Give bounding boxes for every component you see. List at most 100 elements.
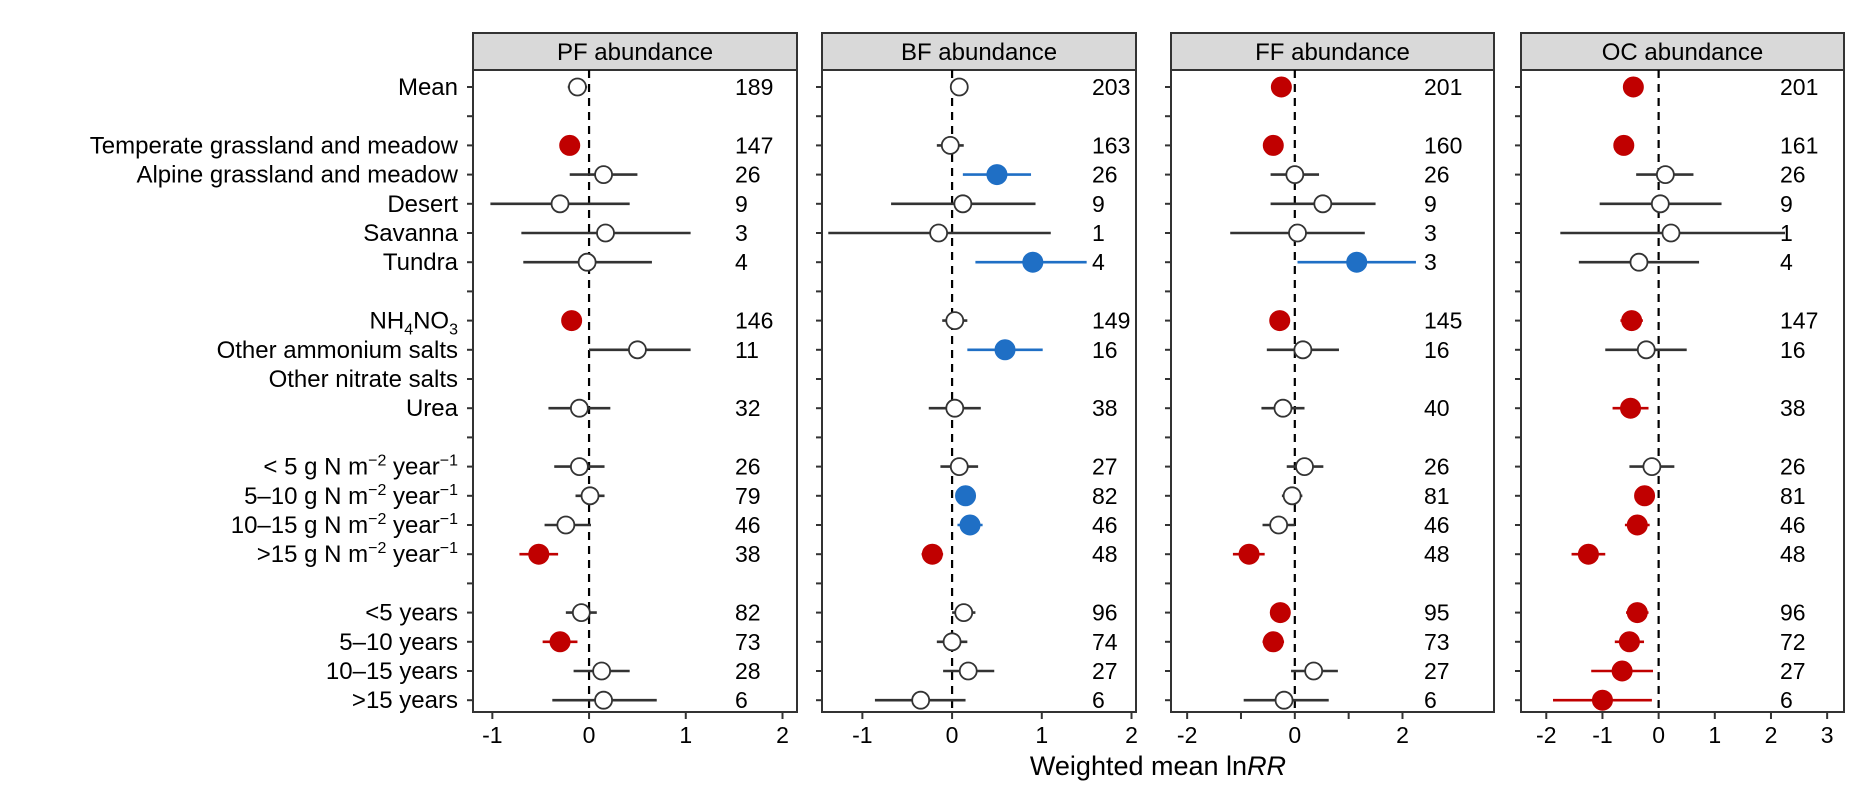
row-label-r_10_15: 10–15 g N m−2 year−1	[231, 511, 458, 539]
estimate-point	[559, 134, 581, 156]
row-label-part: year	[386, 512, 439, 539]
panel-strip	[821, 32, 1137, 71]
sample-size-label: 9	[1424, 191, 1437, 217]
sample-size-label: 6	[735, 687, 748, 713]
sample-size-label: 26	[735, 454, 761, 480]
row-label-part: year	[386, 483, 439, 510]
row-label-desert: Desert	[387, 191, 458, 218]
x-tick-label: 0	[583, 722, 596, 748]
estimate-point	[1270, 76, 1292, 98]
panel-frame	[472, 69, 798, 713]
x-tick-label: 2	[1125, 722, 1138, 748]
estimate-point	[1269, 602, 1291, 624]
sample-size-label: 26	[1424, 162, 1450, 188]
sample-size-label: 95	[1424, 600, 1450, 626]
estimate-point	[1650, 194, 1670, 214]
x-axis-title-text: Weighted mean ln	[1030, 751, 1247, 781]
x-tick-label: -2	[1536, 722, 1556, 748]
panel-title: OC abundance	[1602, 39, 1763, 66]
row-label-d_5_10: 5–10 years	[339, 629, 458, 656]
panel-frame	[821, 69, 1137, 713]
estimate-point	[945, 398, 965, 418]
sample-size-label: 16	[1424, 337, 1450, 363]
estimate-point	[1022, 251, 1044, 273]
row-label-r_gt15: >15 g N m−2 year−1	[257, 540, 458, 568]
estimate-point	[1295, 457, 1314, 477]
row-label-part: NO	[413, 308, 449, 335]
sample-size-label: 28	[735, 658, 761, 684]
row-label-part: −2	[368, 482, 386, 499]
row-label-part: −2	[368, 453, 386, 470]
sample-size-label: 9	[1780, 191, 1793, 217]
estimate-point	[1591, 689, 1613, 711]
estimate-point	[940, 135, 960, 155]
estimate-point	[1269, 310, 1291, 332]
estimate-point	[1262, 134, 1284, 156]
sample-size-label: 46	[1424, 512, 1450, 538]
row-label-part: −1	[440, 453, 458, 470]
sample-size-label: 81	[1780, 483, 1806, 509]
estimate-point	[949, 77, 969, 97]
row-label-part: year	[386, 541, 439, 568]
x-axis-title: Weighted mean lnRR	[1030, 751, 1286, 781]
sample-size-label: 38	[1092, 395, 1118, 421]
estimate-point	[1642, 457, 1662, 477]
estimate-point	[1611, 660, 1633, 682]
panel-strip	[1170, 32, 1495, 71]
estimate-point	[949, 457, 969, 477]
x-tick-label: 2	[1765, 722, 1778, 748]
row-label-part: 10–15 g N m	[231, 512, 368, 539]
x-tick-label: 1	[1035, 722, 1048, 748]
sample-size-label: 27	[1780, 658, 1806, 684]
estimate-point	[945, 311, 965, 331]
sample-size-label: 6	[1424, 687, 1437, 713]
estimate-point	[1304, 661, 1324, 681]
estimate-point	[986, 164, 1008, 186]
row-label-r_5_10: 5–10 g N m−2 year−1	[244, 482, 458, 510]
estimate-point	[1577, 543, 1599, 565]
estimate-point	[954, 603, 974, 622]
x-tick-label: -1	[852, 722, 872, 748]
x-tick-label: -1	[1592, 722, 1612, 748]
estimate-point	[594, 165, 613, 185]
panel-frame	[1170, 69, 1495, 713]
row-label-d_lt5: <5 years	[365, 600, 458, 627]
sample-size-label: 27	[1092, 454, 1118, 480]
estimate-point	[1626, 602, 1648, 624]
estimate-point	[1634, 485, 1656, 507]
estimate-point	[929, 223, 949, 243]
estimate-point	[1621, 310, 1643, 332]
sample-size-label: 160	[1424, 132, 1462, 158]
row-label-part: 5–10 g N m	[244, 483, 368, 510]
row-label-savanna: Savanna	[363, 220, 458, 247]
estimate-point	[921, 543, 943, 565]
estimate-point	[577, 252, 597, 272]
sample-size-label: 27	[1424, 658, 1450, 684]
estimate-point	[1636, 340, 1656, 360]
row-label-d_gt15: >15 years	[352, 687, 458, 714]
estimate-point	[1661, 223, 1681, 243]
estimate-point	[1629, 252, 1649, 272]
estimate-point	[571, 603, 591, 622]
estimate-point	[549, 631, 571, 653]
estimate-point	[958, 661, 978, 681]
panel-frame	[1520, 69, 1845, 713]
sample-size-label: 189	[735, 74, 773, 100]
sample-size-label: 96	[1092, 600, 1118, 626]
estimate-point	[592, 661, 612, 681]
sample-size-label: 40	[1424, 395, 1450, 421]
row-label-urea: Urea	[406, 395, 459, 422]
sample-size-label: 3	[1424, 249, 1437, 275]
x-tick-label: -2	[1177, 722, 1197, 748]
x-tick-label: 0	[1288, 722, 1301, 748]
sample-size-label: 26	[1780, 162, 1806, 188]
x-tick-label: 2	[776, 722, 789, 748]
estimate-point	[596, 223, 615, 243]
estimate-point	[528, 543, 550, 565]
sample-size-label: 149	[1092, 308, 1130, 334]
sample-size-label: 73	[735, 629, 761, 655]
sample-size-label: 46	[735, 512, 761, 538]
sample-size-label: 9	[1092, 191, 1105, 217]
